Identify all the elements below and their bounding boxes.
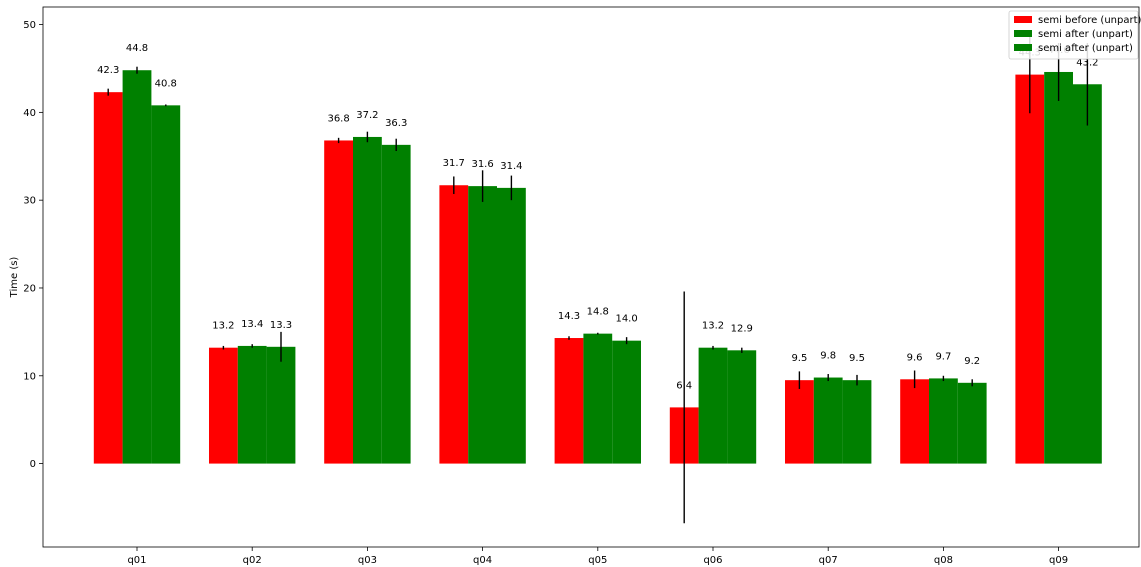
bar-label-q02-series-1: 13.4 [241, 319, 263, 330]
bar-labels-layer: 42.313.236.831.714.36.49.59.644.344.813.… [97, 43, 1098, 391]
legend-swatch-2 [1014, 44, 1032, 51]
legend-entry-2: semi after (unpart) [1038, 43, 1133, 54]
bar-label-q05-series-1: 14.8 [587, 307, 609, 318]
bar-label-q05-series-0: 14.3 [558, 311, 580, 322]
bar-label-q04-series-2: 31.4 [500, 161, 522, 172]
bar-label-q06-series-2: 12.9 [731, 323, 753, 334]
x-tick-label-q07: q07 [819, 555, 838, 566]
bar-q05-series-1 [583, 333, 613, 464]
y-axis-label: Time (s) [9, 257, 20, 299]
bar-q04-series-0 [439, 185, 469, 464]
bars-layer [93, 70, 1102, 464]
y-tick-label: 30 [23, 196, 36, 207]
x-tick-label-q02: q02 [243, 555, 262, 566]
bar-q07-series-0 [785, 380, 814, 464]
y-tick-label: 20 [23, 283, 36, 294]
bar-q01-series-0 [93, 92, 123, 464]
legend-swatch-0 [1014, 16, 1032, 23]
x-tick-label-q06: q06 [703, 555, 722, 566]
bar-label-q01-series-0: 42.3 [97, 65, 119, 76]
bar-label-q04-series-0: 31.7 [443, 158, 465, 169]
bar-label-q05-series-2: 14.0 [615, 314, 637, 325]
bar-q08-series-1 [929, 378, 958, 464]
bar-q04-series-1 [468, 186, 497, 464]
bar-label-q04-series-1: 31.6 [471, 159, 493, 170]
bar-label-q01-series-1: 44.8 [126, 43, 148, 54]
x-tick-label-q04: q04 [473, 555, 492, 566]
x-tick-label-q05: q05 [588, 555, 607, 566]
bar-label-q03-series-0: 36.8 [327, 113, 349, 124]
legend-entry-0: semi before (unpart) [1038, 15, 1141, 26]
bar-q03-series-2 [381, 144, 411, 464]
errorbars-layer [107, 35, 1089, 524]
bar-q09-series-0 [1015, 74, 1045, 464]
bar-q02-series-2 [266, 346, 296, 464]
bar-q08-series-2 [957, 382, 987, 464]
bar-label-q03-series-1: 37.2 [356, 110, 378, 121]
x-tick-label-q08: q08 [934, 555, 953, 566]
bar-label-q02-series-0: 13.2 [212, 321, 234, 332]
plot-frame [42, 6, 1140, 548]
bar-q05-series-2 [612, 340, 641, 464]
bar-q03-series-0 [324, 140, 353, 464]
bar-label-q06-series-0: 6.4 [676, 380, 692, 391]
bar-label-q09-series-2: 43.2 [1076, 57, 1098, 68]
bar-label-q07-series-0: 9.5 [791, 353, 807, 364]
bar-label-q03-series-2: 36.3 [385, 118, 407, 129]
y-tick-label: 40 [23, 108, 36, 119]
legend-swatch-1 [1014, 30, 1032, 37]
y-tick-label: 0 [30, 459, 36, 470]
bar-q06-series-1 [698, 347, 728, 464]
legend: semi before (unpart) semi after (unpart) s… [1008, 10, 1141, 60]
bar-q08-series-0 [900, 379, 929, 464]
bar-q01-series-1 [122, 70, 152, 464]
bar-q04-series-2 [497, 187, 526, 464]
bar-q06-series-2 [727, 350, 757, 464]
x-tick-label-q03: q03 [358, 555, 377, 566]
bar-q03-series-1 [353, 136, 382, 464]
bar-label-q08-series-1: 9.7 [935, 351, 951, 362]
bar-label-q02-series-2: 13.3 [270, 320, 292, 331]
legend-entry-1: semi after (unpart) [1038, 29, 1133, 40]
bar-q09-series-1 [1044, 71, 1073, 464]
bar-q07-series-1 [813, 377, 843, 464]
bar-q09-series-2 [1073, 84, 1102, 464]
bar-q02-series-1 [237, 345, 267, 464]
bar-q01-series-2 [151, 105, 181, 464]
legend-box [1008, 10, 1139, 60]
bar-label-q01-series-2: 40.8 [155, 78, 177, 89]
y-axis: 0 10 20 30 40 50 [23, 20, 43, 470]
bar-q02-series-0 [209, 347, 238, 464]
x-axis: q01 q02 q03 q04 q05 q06 q07 q08 q09 [127, 547, 1068, 566]
bar-label-q07-series-2: 9.5 [849, 353, 865, 364]
bar-label-q06-series-1: 13.2 [702, 321, 724, 332]
y-tick-label: 10 [23, 371, 36, 382]
bar-label-q08-series-0: 9.6 [907, 352, 923, 363]
y-tick-label: 50 [23, 20, 36, 31]
bar-label-q07-series-1: 9.8 [820, 351, 836, 362]
bar-label-q08-series-2: 9.2 [964, 356, 980, 367]
x-tick-label-q09: q09 [1049, 555, 1068, 566]
x-tick-label-q01: q01 [127, 555, 146, 566]
bar-q07-series-2 [842, 380, 872, 464]
bar-q05-series-0 [554, 338, 584, 464]
